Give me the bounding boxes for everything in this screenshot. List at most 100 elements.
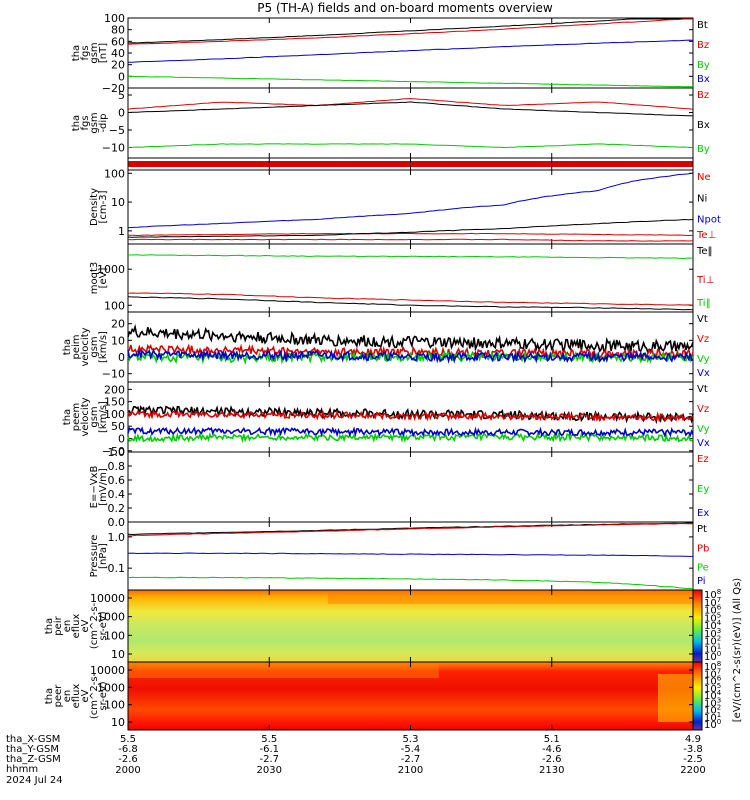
- footer-date-label: 2024 Jul 24: [6, 775, 63, 786]
- series-line-ti: [127, 292, 694, 306]
- y-axis-label: en: [62, 620, 73, 633]
- y-tick-label: 10: [111, 648, 125, 661]
- footer-y-value: -3.8: [683, 744, 703, 755]
- footer-time-value: 2100: [398, 765, 423, 776]
- y-tick-label: −10: [102, 368, 125, 381]
- footer-row-label: tha_X-GSM: [6, 734, 60, 745]
- colorbar-tick-label: 103: [704, 696, 721, 709]
- figure-title: P5 (TH-A) fields and on-board moments ov…: [257, 1, 553, 15]
- y-axis-label: peim: [71, 334, 82, 359]
- legend-pe: Pe: [697, 563, 709, 574]
- y-tick-label: 1: [118, 225, 125, 238]
- y-tick-label: 40: [111, 47, 125, 60]
- y-axis-label: gsm: [89, 406, 100, 427]
- colorbar-tick-label: 100: [704, 650, 721, 663]
- colorbar-tick-label: 101: [704, 711, 721, 724]
- legend-bx: Bx: [697, 74, 710, 85]
- series-line-ne: [127, 232, 694, 237]
- y-axis-label: [eV]: [98, 268, 109, 289]
- spectrogram: [128, 664, 439, 678]
- y-tick-label: 0: [118, 70, 125, 83]
- series-line-by: [127, 143, 694, 149]
- y-tick-label: 80: [111, 24, 125, 37]
- colorbar-tick-label: 105: [704, 611, 721, 624]
- legend-vt: Vt: [697, 384, 708, 395]
- y-tick-label: 1000: [97, 263, 125, 276]
- series-line-bt: [127, 18, 693, 44]
- legend-by: By: [697, 60, 710, 71]
- y-axis-label: eV: [80, 619, 91, 632]
- y-tick-label: 0.8: [108, 460, 126, 473]
- colorbar-tick-label: 102: [704, 704, 721, 717]
- y-axis-label: Density: [89, 188, 100, 226]
- y-axis-label: gsm: [89, 336, 100, 357]
- y-axis-label: (cm^2-s-: [89, 602, 100, 649]
- y-axis-label: tha: [44, 618, 55, 634]
- series-line-vy: [127, 431, 694, 444]
- y-tick-label: 100: [104, 629, 125, 642]
- series-line-te: [127, 238, 694, 242]
- y-tick-label: 0.4: [108, 488, 126, 501]
- panel-frame: [127, 451, 694, 523]
- colorbar-tick-label: 104: [704, 689, 722, 702]
- y-axis-label: gsm: [89, 112, 100, 133]
- y-axis-label: eflux: [71, 614, 82, 639]
- colorbar-tick-label: 106: [704, 604, 722, 617]
- spectrogram: [658, 674, 693, 722]
- legend-vx: Vx: [697, 438, 710, 449]
- series-line-ti: [127, 254, 694, 260]
- legend-ez: Ez: [697, 454, 709, 465]
- spectrogram: [128, 662, 693, 730]
- y-tick-label: 20: [111, 318, 125, 331]
- legend-ex: Ex: [697, 508, 709, 519]
- footer-y-value: -6.8: [118, 744, 138, 755]
- panels: 100806040200−20thafgsgsm[nT]BtBzByBx50−5…: [44, 12, 743, 731]
- y-tick-label: 100: [104, 12, 125, 25]
- colorbar-tick-label: 107: [704, 667, 721, 680]
- footer-row-label: hhmm: [6, 764, 38, 775]
- y-axis-label: en: [62, 690, 73, 703]
- legend-pt: Pt: [697, 524, 707, 535]
- series-line-pb: [127, 522, 694, 537]
- y-tick-label: 20: [111, 59, 125, 72]
- y-tick-label: 60: [111, 35, 125, 48]
- colorbar-unit-label: [eV/(cm^2-s(sr)(eV)] (All Qs): [732, 578, 743, 723]
- colorbar-tick-label: 101: [704, 642, 721, 655]
- y-axis-label: fgs: [80, 115, 91, 130]
- footer-time-value: 2200: [680, 765, 705, 776]
- legend-ey: Ey: [697, 484, 709, 495]
- y-axis-label: sr-eV): [98, 681, 109, 710]
- y-tick-label: 1.0: [108, 531, 126, 544]
- y-tick-label: 100: [104, 299, 125, 312]
- footer-y-value: -6.1: [259, 744, 279, 755]
- y-tick-label: −5: [109, 124, 125, 137]
- legend-te: Te⊥: [696, 230, 716, 241]
- legend-bx: Bx: [697, 120, 710, 131]
- y-tick-label: 0.2: [108, 502, 126, 515]
- y-axis-label: [nT]: [98, 43, 109, 63]
- y-tick-label: 1000: [97, 681, 125, 694]
- legend-vt: Vt: [697, 314, 708, 325]
- legend-bz: Bz: [697, 40, 709, 51]
- y-tick-label: 100: [104, 699, 125, 712]
- series-line-te: [127, 296, 694, 311]
- y-axis-label: tha: [71, 45, 82, 61]
- legend-by: By: [697, 144, 710, 155]
- series-line-vy: [127, 350, 694, 365]
- footer-time-value: 2130: [539, 765, 564, 776]
- footer-x-value: 5.5: [120, 734, 136, 745]
- footer-x-value: 4.9: [685, 734, 701, 745]
- series-line-vz: [127, 409, 694, 423]
- legend-ti: Ti‖: [696, 298, 711, 309]
- y-tick-label: 0: [118, 432, 125, 445]
- y-tick-label: 0: [118, 351, 125, 364]
- spectrogram: [328, 592, 693, 604]
- y-axis-label: gsm: [89, 42, 100, 63]
- series-line-by: [128, 75, 694, 88]
- y-tick-label: 10: [111, 716, 125, 729]
- legend-vz: Vz: [697, 404, 709, 415]
- series-line-bz: [127, 18, 693, 45]
- y-tick-label: −10: [102, 142, 125, 155]
- y-axis-label: [km/s]: [98, 331, 109, 363]
